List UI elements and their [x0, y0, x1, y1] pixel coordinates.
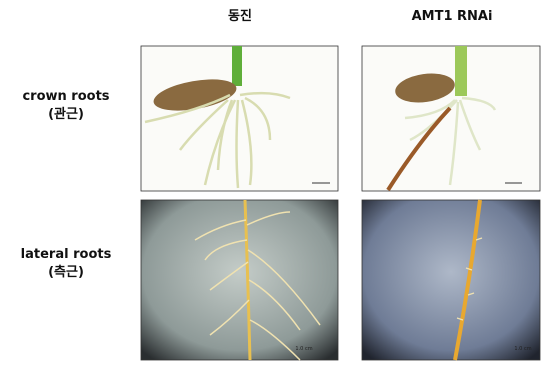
row-sublabel: (측근)	[48, 264, 84, 280]
scale-label: 1.0 cm	[514, 346, 531, 352]
photo-crown-amt1	[361, 45, 541, 192]
column-header: AMT1 RNAi	[412, 9, 493, 24]
row-label: lateral roots	[21, 247, 112, 262]
photo-lateral-dongjin: 1.0 cm	[140, 199, 339, 361]
row-label: crown roots	[22, 89, 109, 104]
scale-label: 1.0 cm	[295, 346, 312, 352]
row-sublabel: (관근)	[48, 106, 84, 122]
column-header: 동진	[228, 8, 252, 24]
photo-lateral-amt1: 1.0 cm	[361, 199, 541, 361]
photo-crown-dongjin	[140, 45, 339, 192]
